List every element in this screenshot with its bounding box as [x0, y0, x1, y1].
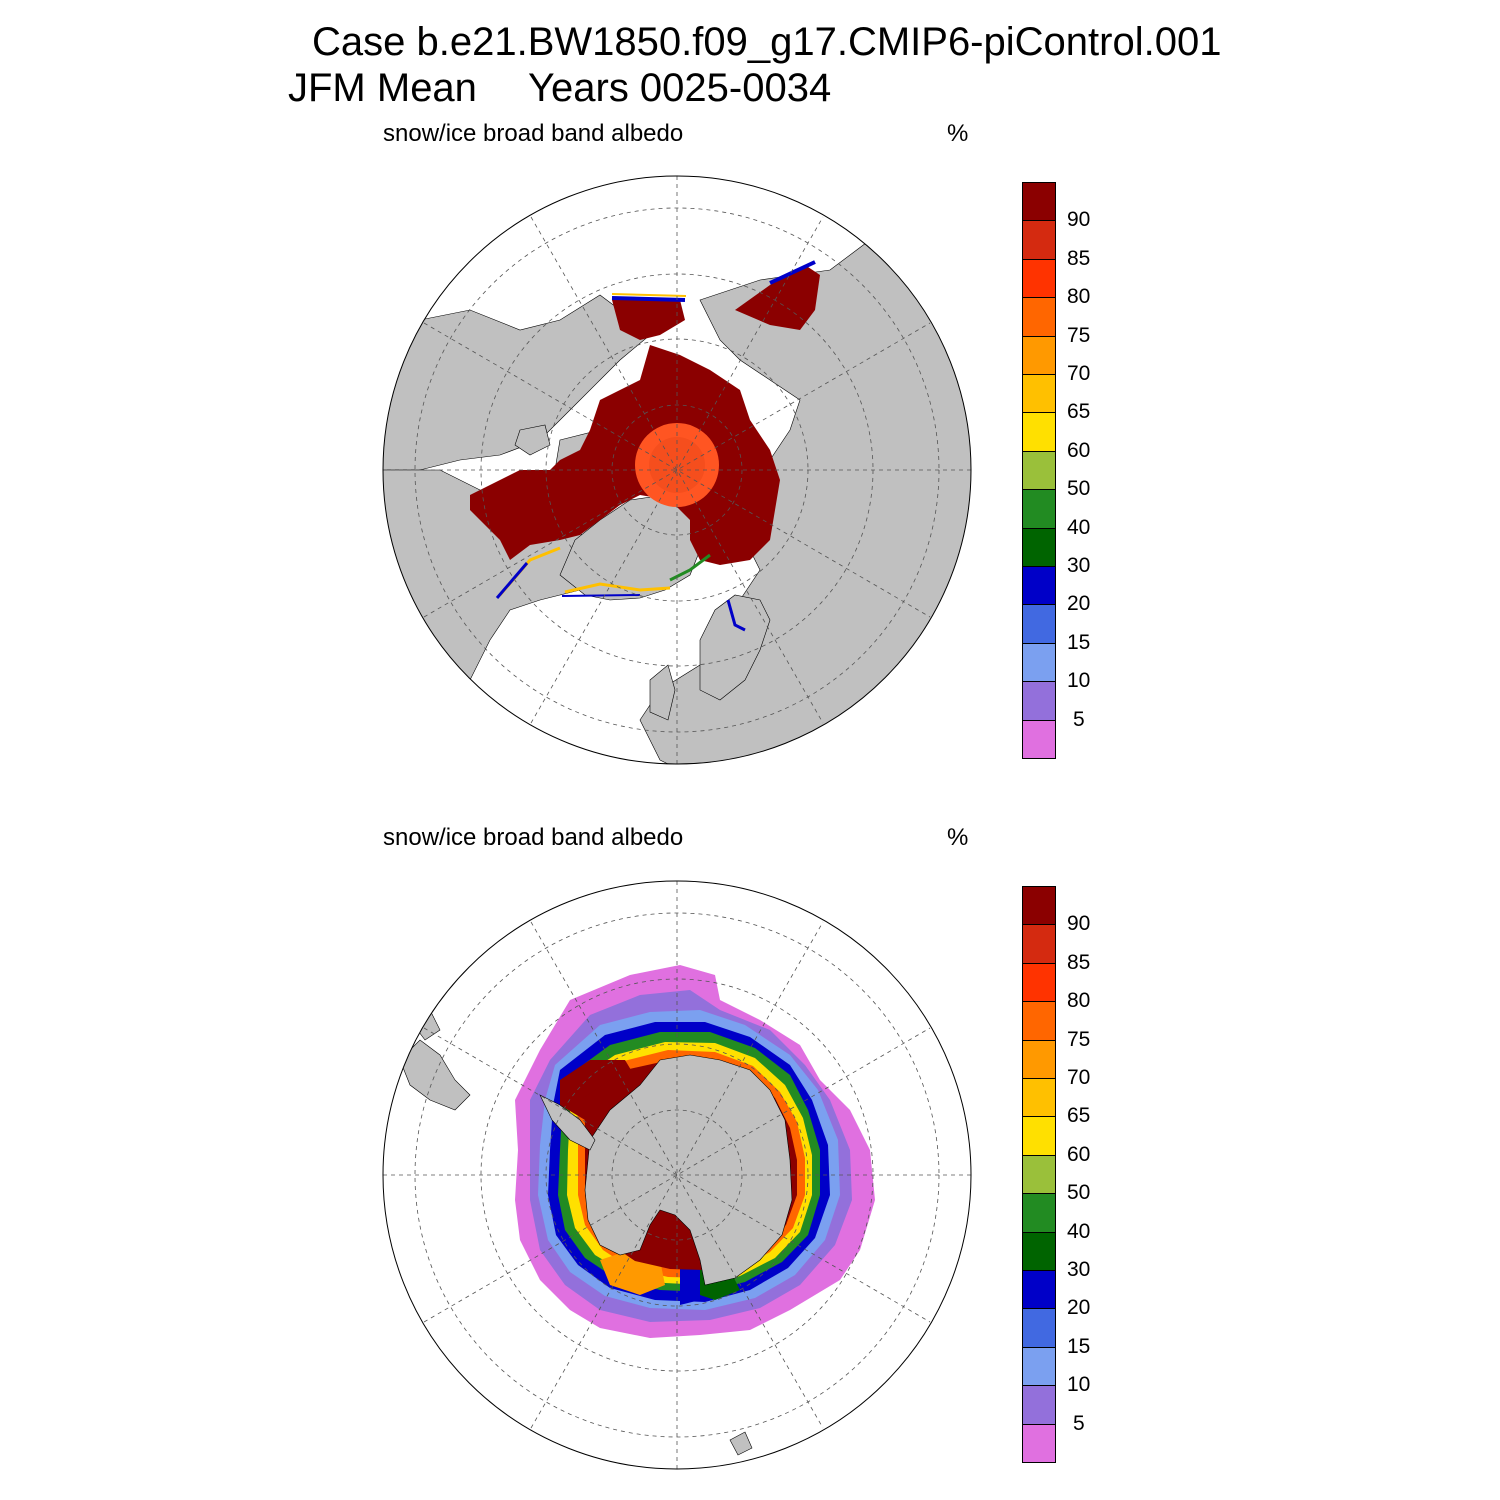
colorbar-cell: [1022, 1116, 1056, 1156]
colorbar-tick-label: 15: [1067, 630, 1091, 654]
colorbar-cell: [1022, 962, 1056, 1003]
colorbar-cell: [1022, 220, 1056, 260]
colorbar-tick-label: 90: [1067, 912, 1091, 936]
colorbar-tick-label: 75: [1067, 323, 1091, 347]
north-graticule: [383, 176, 971, 764]
colorbar-cell: [1022, 527, 1056, 567]
colorbar-cell: [1022, 489, 1056, 529]
north-polar-map: [382, 175, 972, 765]
south-land: [399, 1009, 793, 1456]
panel-1-variable-label: snow/ice broad band albedo: [383, 120, 684, 147]
colorbar-tick-label: 70: [1067, 362, 1091, 385]
colorbar-cell: [1022, 412, 1056, 452]
colorbar-cell: [1022, 566, 1056, 606]
colorbar-tick-label: 75: [1067, 1027, 1091, 1051]
north-albedo-field: [470, 260, 820, 632]
colorbar-tick-label: 15: [1067, 1334, 1091, 1358]
colorbar-tick-label: 80: [1067, 285, 1091, 309]
south-polar-map: [382, 880, 972, 1470]
colorbar-cell: [1022, 719, 1056, 759]
colorbar-cell: [1022, 1346, 1056, 1387]
panel-2-units-label: %: [947, 824, 969, 851]
colorbar-tick-label: 40: [1067, 515, 1091, 539]
colorbar-tick-label: 20: [1067, 592, 1091, 616]
colorbar-tick-label: 50: [1067, 477, 1091, 501]
colorbar-cell: [1022, 1039, 1056, 1079]
title-line-1: Case b.e21.BW1850.f09_g17.CMIP6-piContro…: [312, 20, 1222, 64]
colorbar-cell: [1022, 1078, 1056, 1118]
colorbar-cell: [1022, 604, 1056, 644]
colorbar-tick-label: 30: [1067, 554, 1091, 577]
colorbar-tick-label: 5: [1073, 707, 1085, 731]
colorbar-cell: [1022, 1231, 1056, 1271]
colorbar-cell: [1022, 1423, 1056, 1463]
colorbar-cell: [1022, 374, 1056, 414]
colorbar-tick-label: 10: [1067, 669, 1091, 693]
colorbar-tick-label: 50: [1067, 1181, 1091, 1205]
colorbar-tick-label: 65: [1067, 400, 1091, 424]
colorbar-tick-label: 85: [1067, 246, 1091, 270]
colorbar-tick-label: 60: [1067, 438, 1091, 462]
colorbar-cell: [1022, 1154, 1056, 1195]
colorbar-tick-label: 65: [1067, 1104, 1091, 1128]
colorbar-cell: [1022, 335, 1056, 375]
colorbar-tick-label: 5: [1073, 1411, 1085, 1435]
colorbar-cell: [1022, 886, 1056, 926]
colorbar-cell: [1022, 450, 1056, 491]
colorbar-cell: [1022, 1001, 1056, 1041]
colorbar-tick-label: 20: [1067, 1296, 1091, 1320]
colorbar-cell: [1022, 1270, 1056, 1310]
colorbar-tick-label: 60: [1067, 1142, 1091, 1166]
colorbar-cell: [1022, 681, 1056, 721]
colorbar-tick-label: 85: [1067, 950, 1091, 974]
colorbar-cell: [1022, 1193, 1056, 1233]
colorbar-tick-label: 70: [1067, 1066, 1091, 1089]
colorbar-south: [1022, 886, 1056, 1463]
panel-2-variable-label: snow/ice broad band albedo: [383, 824, 684, 851]
colorbar-tick-label: 80: [1067, 989, 1091, 1013]
south-map-border: [382, 880, 972, 1470]
panel-1-units-label: %: [947, 120, 969, 147]
colorbar-cell: [1022, 297, 1056, 337]
south-graticule: [383, 881, 971, 1469]
colorbar-cell: [1022, 182, 1056, 222]
colorbar-cell: [1022, 924, 1056, 964]
colorbar-cell: [1022, 1308, 1056, 1348]
colorbar-cell: [1022, 258, 1056, 299]
north-map-border: [382, 175, 972, 765]
colorbar-tick-label: 30: [1067, 1258, 1091, 1281]
title-line-2-left: JFM Mean: [288, 66, 477, 110]
colorbar-cell: [1022, 642, 1056, 683]
colorbar-north: [1022, 182, 1056, 759]
colorbar-tick-label: 40: [1067, 1219, 1091, 1243]
title-line-2-right: Years 0025-0034: [528, 66, 832, 110]
colorbar-cell: [1022, 1385, 1056, 1425]
colorbar-tick-label: 90: [1067, 208, 1091, 232]
colorbar-tick-label: 10: [1067, 1373, 1091, 1397]
